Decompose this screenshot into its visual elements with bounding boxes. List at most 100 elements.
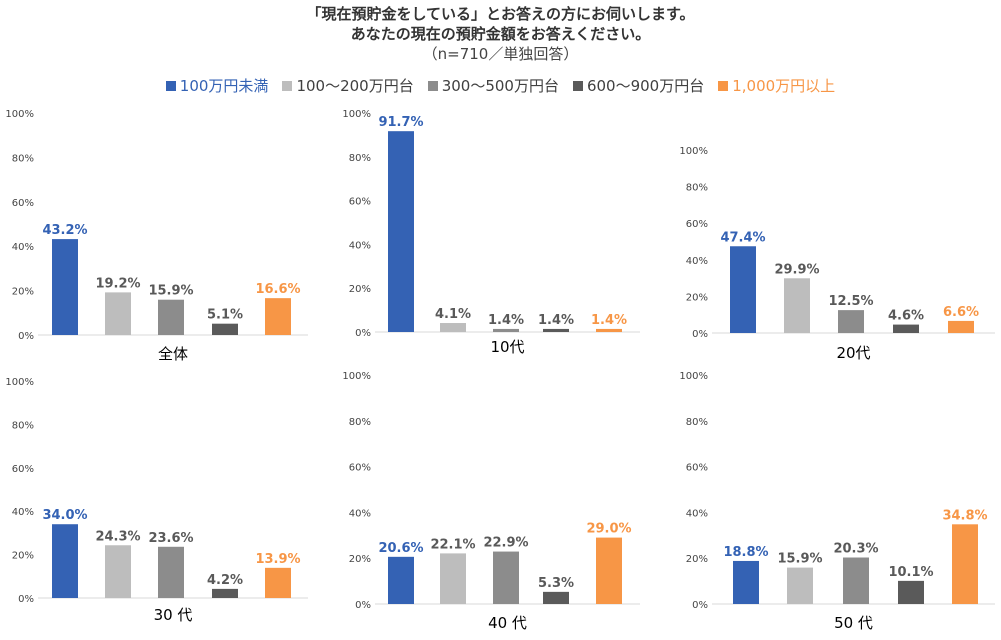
panel-3-ytick-1: 20%: [686, 292, 708, 303]
chart-header: 「現在預貯金をしている」とお答えの方にお伺いします。 あなたの現在の預貯金額をお…: [0, 4, 1001, 64]
panel-1-ytick-3: 60%: [12, 198, 34, 209]
panel-4-value-label-600-900: 4.2%: [207, 573, 243, 588]
panel-3-bar-300-500: [838, 310, 864, 333]
panel-4-bar-under-100: [52, 524, 78, 598]
panel-4-ytick-4: 80%: [12, 420, 34, 431]
panel-3-bar-600-900: [893, 324, 919, 333]
panel-2-bar-100-200: [440, 323, 466, 332]
legend-swatch-300-500: [427, 80, 438, 91]
panel-6-ytick-3: 60%: [686, 463, 708, 474]
panel-5-ytick-3: 60%: [349, 463, 371, 474]
panel-3-value-label-under-100: 47.4%: [720, 230, 765, 245]
panel-2-value-label-300-500: 1.4%: [488, 313, 524, 328]
panel-1-bar-over-1000: [265, 298, 291, 335]
panel-1-value-label-300-500: 15.9%: [148, 284, 193, 299]
legend: 100万円未満 100〜200万円台 300〜500万円台 600〜900万円台…: [0, 75, 1001, 96]
title-line-2: あなたの現在の預貯金額をお答えください。: [350, 25, 651, 43]
legend-item-over-1000: 1,000万円以上: [718, 75, 835, 96]
panel-4-ytick-0: 0%: [18, 594, 34, 605]
panel-4-ytick-1: 20%: [12, 551, 34, 562]
panel-1-bar-300-500: [158, 299, 184, 335]
panel-6-value-label-100-200: 15.9%: [777, 552, 822, 567]
panel-5-bar-100-200: [440, 553, 466, 604]
legend-label-under-100: 100万円未満: [179, 77, 269, 95]
panel-6-ytick-2: 40%: [686, 508, 708, 519]
legend-label-600-900: 600〜900万円台: [586, 77, 705, 95]
panel-1-bar-under-100: [52, 239, 78, 335]
panel-5-value-label-100-200: 22.1%: [430, 537, 475, 552]
panel-4-ytick-5: 100%: [5, 377, 34, 388]
panel-2-ytick-3: 60%: [349, 197, 371, 208]
panel-2-bar-600-900: [543, 328, 569, 332]
panel-6-bar-over-1000: [952, 524, 978, 604]
panel-2-label: 10代: [490, 338, 524, 356]
panel-5-ytick-4: 80%: [349, 417, 371, 428]
panel-3-value-label-100-200: 29.9%: [774, 262, 819, 277]
panel-6-ytick-5: 100%: [679, 371, 708, 382]
legend-item-100-200: 100〜200万円台: [282, 75, 414, 96]
panel-5-value-label-under-100: 20.6%: [378, 541, 423, 556]
panel-2-value-label-over-1000: 1.4%: [591, 313, 627, 328]
panel-6-value-label-over-1000: 34.8%: [942, 508, 987, 523]
panel-6-label: 50 代: [834, 614, 873, 632]
panel-2-ytick-0: 0%: [355, 328, 371, 339]
panel-6-ytick-1: 20%: [686, 554, 708, 565]
panel-1-label: 全体: [158, 345, 188, 363]
panel-2-ytick-4: 80%: [349, 153, 371, 164]
legend-label-100-200: 100〜200万円台: [296, 77, 414, 95]
panel-5-ytick-1: 20%: [349, 554, 371, 565]
title-line-1: 「現在預貯金をしている」とお答えの方にお伺いします。: [306, 5, 695, 23]
panel-6-bar-under-100: [733, 560, 759, 604]
panel-3-value-label-600-900: 4.6%: [888, 309, 924, 324]
panel-4-ytick-3: 60%: [12, 464, 34, 475]
panel-1-ytick-2: 40%: [12, 242, 34, 253]
panel-5-label: 40 代: [488, 614, 527, 632]
legend-item-under-100: 100万円未満: [165, 75, 269, 96]
panel-5-ytick-5: 100%: [342, 371, 371, 382]
panel-1-ytick-1: 20%: [12, 287, 34, 298]
panel-3-bar-over-1000: [948, 320, 974, 333]
panel-2-value-label-600-900: 1.4%: [538, 313, 574, 328]
panel-3-bar-under-100: [730, 246, 756, 333]
legend-swatch-under-100: [165, 80, 176, 91]
panel-4-bar-300-500: [158, 546, 184, 598]
panel-1-value-label-600-900: 5.1%: [207, 308, 243, 323]
legend-swatch-over-1000: [718, 80, 729, 91]
panel-4-value-label-under-100: 34.0%: [42, 508, 87, 523]
panel-1-value-label-over-1000: 16.6%: [255, 282, 300, 297]
panel-2-bar-300-500: [493, 328, 519, 332]
panel-6-value-label-under-100: 18.8%: [723, 545, 768, 560]
panel-3-ytick-0: 0%: [692, 329, 708, 340]
legend-swatch-100-200: [282, 80, 293, 91]
panel-3-ytick-3: 60%: [686, 219, 708, 230]
panel-6-ytick-0: 0%: [692, 600, 708, 611]
panel-3-label: 20代: [836, 344, 870, 362]
panel-1-value-label-under-100: 43.2%: [42, 223, 87, 238]
panel-2-ytick-5: 100%: [342, 109, 371, 120]
panel-1-ytick-5: 100%: [5, 109, 34, 120]
panel-1-ytick-0: 0%: [18, 331, 34, 342]
panel-5-value-label-600-900: 5.3%: [538, 576, 574, 591]
panel-5-bar-600-900: [543, 591, 569, 604]
panel-5-ytick-0: 0%: [355, 600, 371, 611]
panel-2-bar-under-100: [388, 131, 414, 332]
panel-5-bar-300-500: [493, 551, 519, 604]
panel-2-value-label-under-100: 91.7%: [378, 115, 423, 130]
panel-3-value-label-over-1000: 6.6%: [943, 305, 979, 320]
legend-item-300-500: 300〜500万円台: [427, 75, 559, 96]
panel-5-bar-under-100: [388, 556, 414, 604]
panel-5-ytick-2: 40%: [349, 508, 371, 519]
panel-3-ytick-2: 40%: [686, 256, 708, 267]
panel-6-value-label-600-900: 10.1%: [888, 565, 933, 580]
panel-6-bar-600-900: [898, 580, 924, 604]
panel-1-value-label-100-200: 19.2%: [95, 276, 140, 291]
panel-3-value-label-300-500: 12.5%: [828, 294, 873, 309]
legend-label-over-1000: 1,000万円以上: [732, 77, 836, 95]
panel-1-bar-100-200: [105, 292, 131, 335]
panel-5-value-label-300-500: 22.9%: [483, 536, 528, 551]
panel-3-bar-100-200: [784, 278, 810, 333]
panel-3-ytick-5: 100%: [679, 146, 708, 157]
panel-5-bar-over-1000: [596, 537, 622, 604]
panel-4-label: 30 代: [154, 606, 193, 624]
